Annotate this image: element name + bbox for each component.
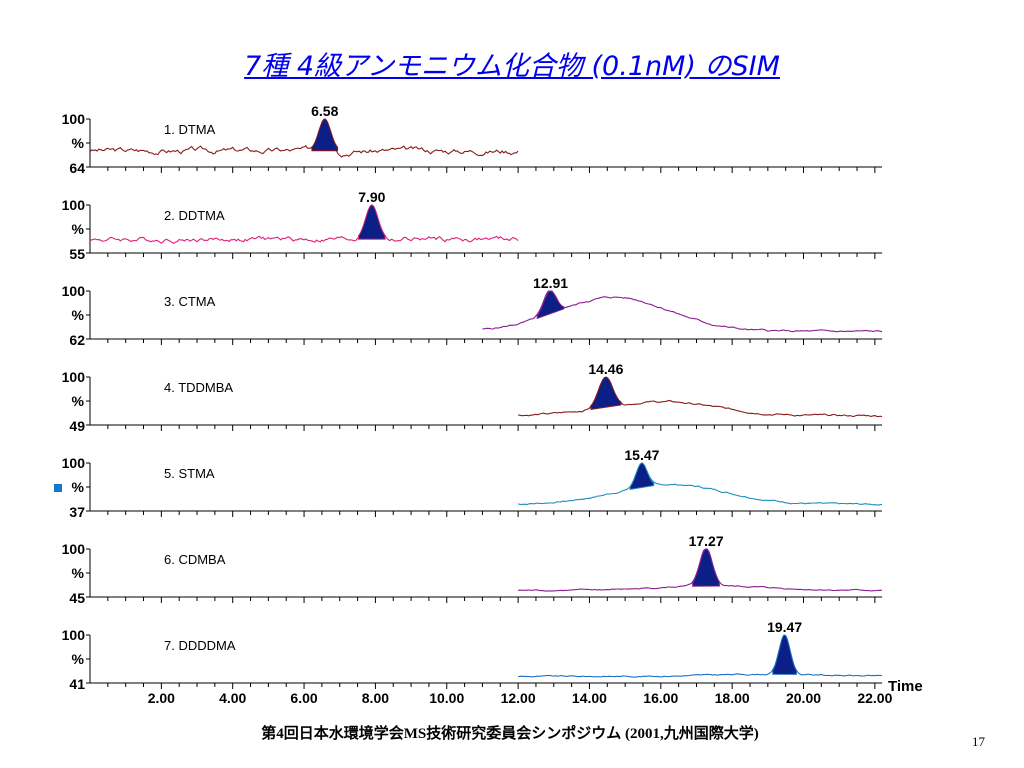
x-tick-label: 12.00 [501,690,536,706]
integrated-peak [629,462,655,490]
y-bottom-label: 41 [69,676,85,692]
y-bottom-label: 55 [69,246,85,262]
x-tick-label: 8.00 [362,690,389,706]
y-unit-label: % [72,307,85,323]
integrated-peak [692,548,721,587]
y-top-label: 100 [62,197,86,213]
peak-time-label: 6.58 [311,103,338,119]
compound-label: 7. DDDDMA [164,638,236,653]
x-axis-title: Time [888,678,923,695]
peak-time-label: 17.27 [689,533,724,549]
trace-line [518,634,883,678]
x-tick-label: 2.00 [148,690,175,706]
y-top-label: 100 [62,541,86,557]
compound-label: 5. STMA [164,466,215,481]
footer-caption: 第4回日本水環境学会MS技術研究委員会シンポジウム (2001,九州国際大学) [261,726,759,742]
trace-line [482,290,883,333]
trace-line [89,204,519,244]
y-unit-label: % [72,651,85,667]
bullet-marker [54,484,62,492]
compound-label: 3. CTMA [164,294,216,309]
integrated-peak [590,376,622,410]
y-bottom-label: 62 [69,332,85,348]
x-tick-label: 14.00 [572,690,607,706]
y-unit-label: % [72,479,85,495]
y-top-label: 100 [62,455,86,471]
integrated-peak [772,634,797,675]
y-unit-label: % [72,565,85,581]
compound-label: 4. TDDMBA [164,380,233,395]
slide-title: 7種 4級アンモニウム化合物 (0.1nM) のSIM [244,51,780,82]
y-top-label: 100 [62,283,86,299]
compound-label: 2. DDTMA [164,208,225,223]
y-top-label: 100 [62,369,86,385]
page-number: 17 [972,734,985,749]
y-bottom-label: 37 [69,504,85,520]
x-tick-label: 16.00 [643,690,678,706]
peak-time-label: 15.47 [624,447,659,463]
x-tick-label: 10.00 [429,690,464,706]
trace-line [518,377,883,418]
peak-time-label: 12.91 [533,275,568,291]
x-tick-label: 22.00 [857,690,892,706]
y-top-label: 100 [62,627,86,643]
y-unit-label: % [72,135,85,151]
peak-time-label: 14.46 [588,361,623,377]
integrated-peak [311,118,339,152]
y-top-label: 100 [62,111,86,127]
x-tick-label: 6.00 [290,690,317,706]
compound-label: 6. CDMBA [164,552,226,567]
y-bottom-label: 64 [69,160,85,176]
x-tick-label: 20.00 [786,690,821,706]
trace-line [89,124,519,158]
x-tick-label: 18.00 [715,690,750,706]
x-tick-label: 4.00 [219,690,246,706]
compound-label: 1. DTMA [164,122,216,137]
y-bottom-label: 45 [69,590,85,606]
integrated-peak [358,204,386,240]
peak-time-label: 19.47 [767,619,802,635]
y-unit-label: % [72,393,85,409]
peak-time-label: 7.90 [358,189,385,205]
integrated-peak [536,290,565,320]
y-bottom-label: 49 [69,418,85,434]
trace-line [517,462,883,506]
y-unit-label: % [72,221,85,237]
